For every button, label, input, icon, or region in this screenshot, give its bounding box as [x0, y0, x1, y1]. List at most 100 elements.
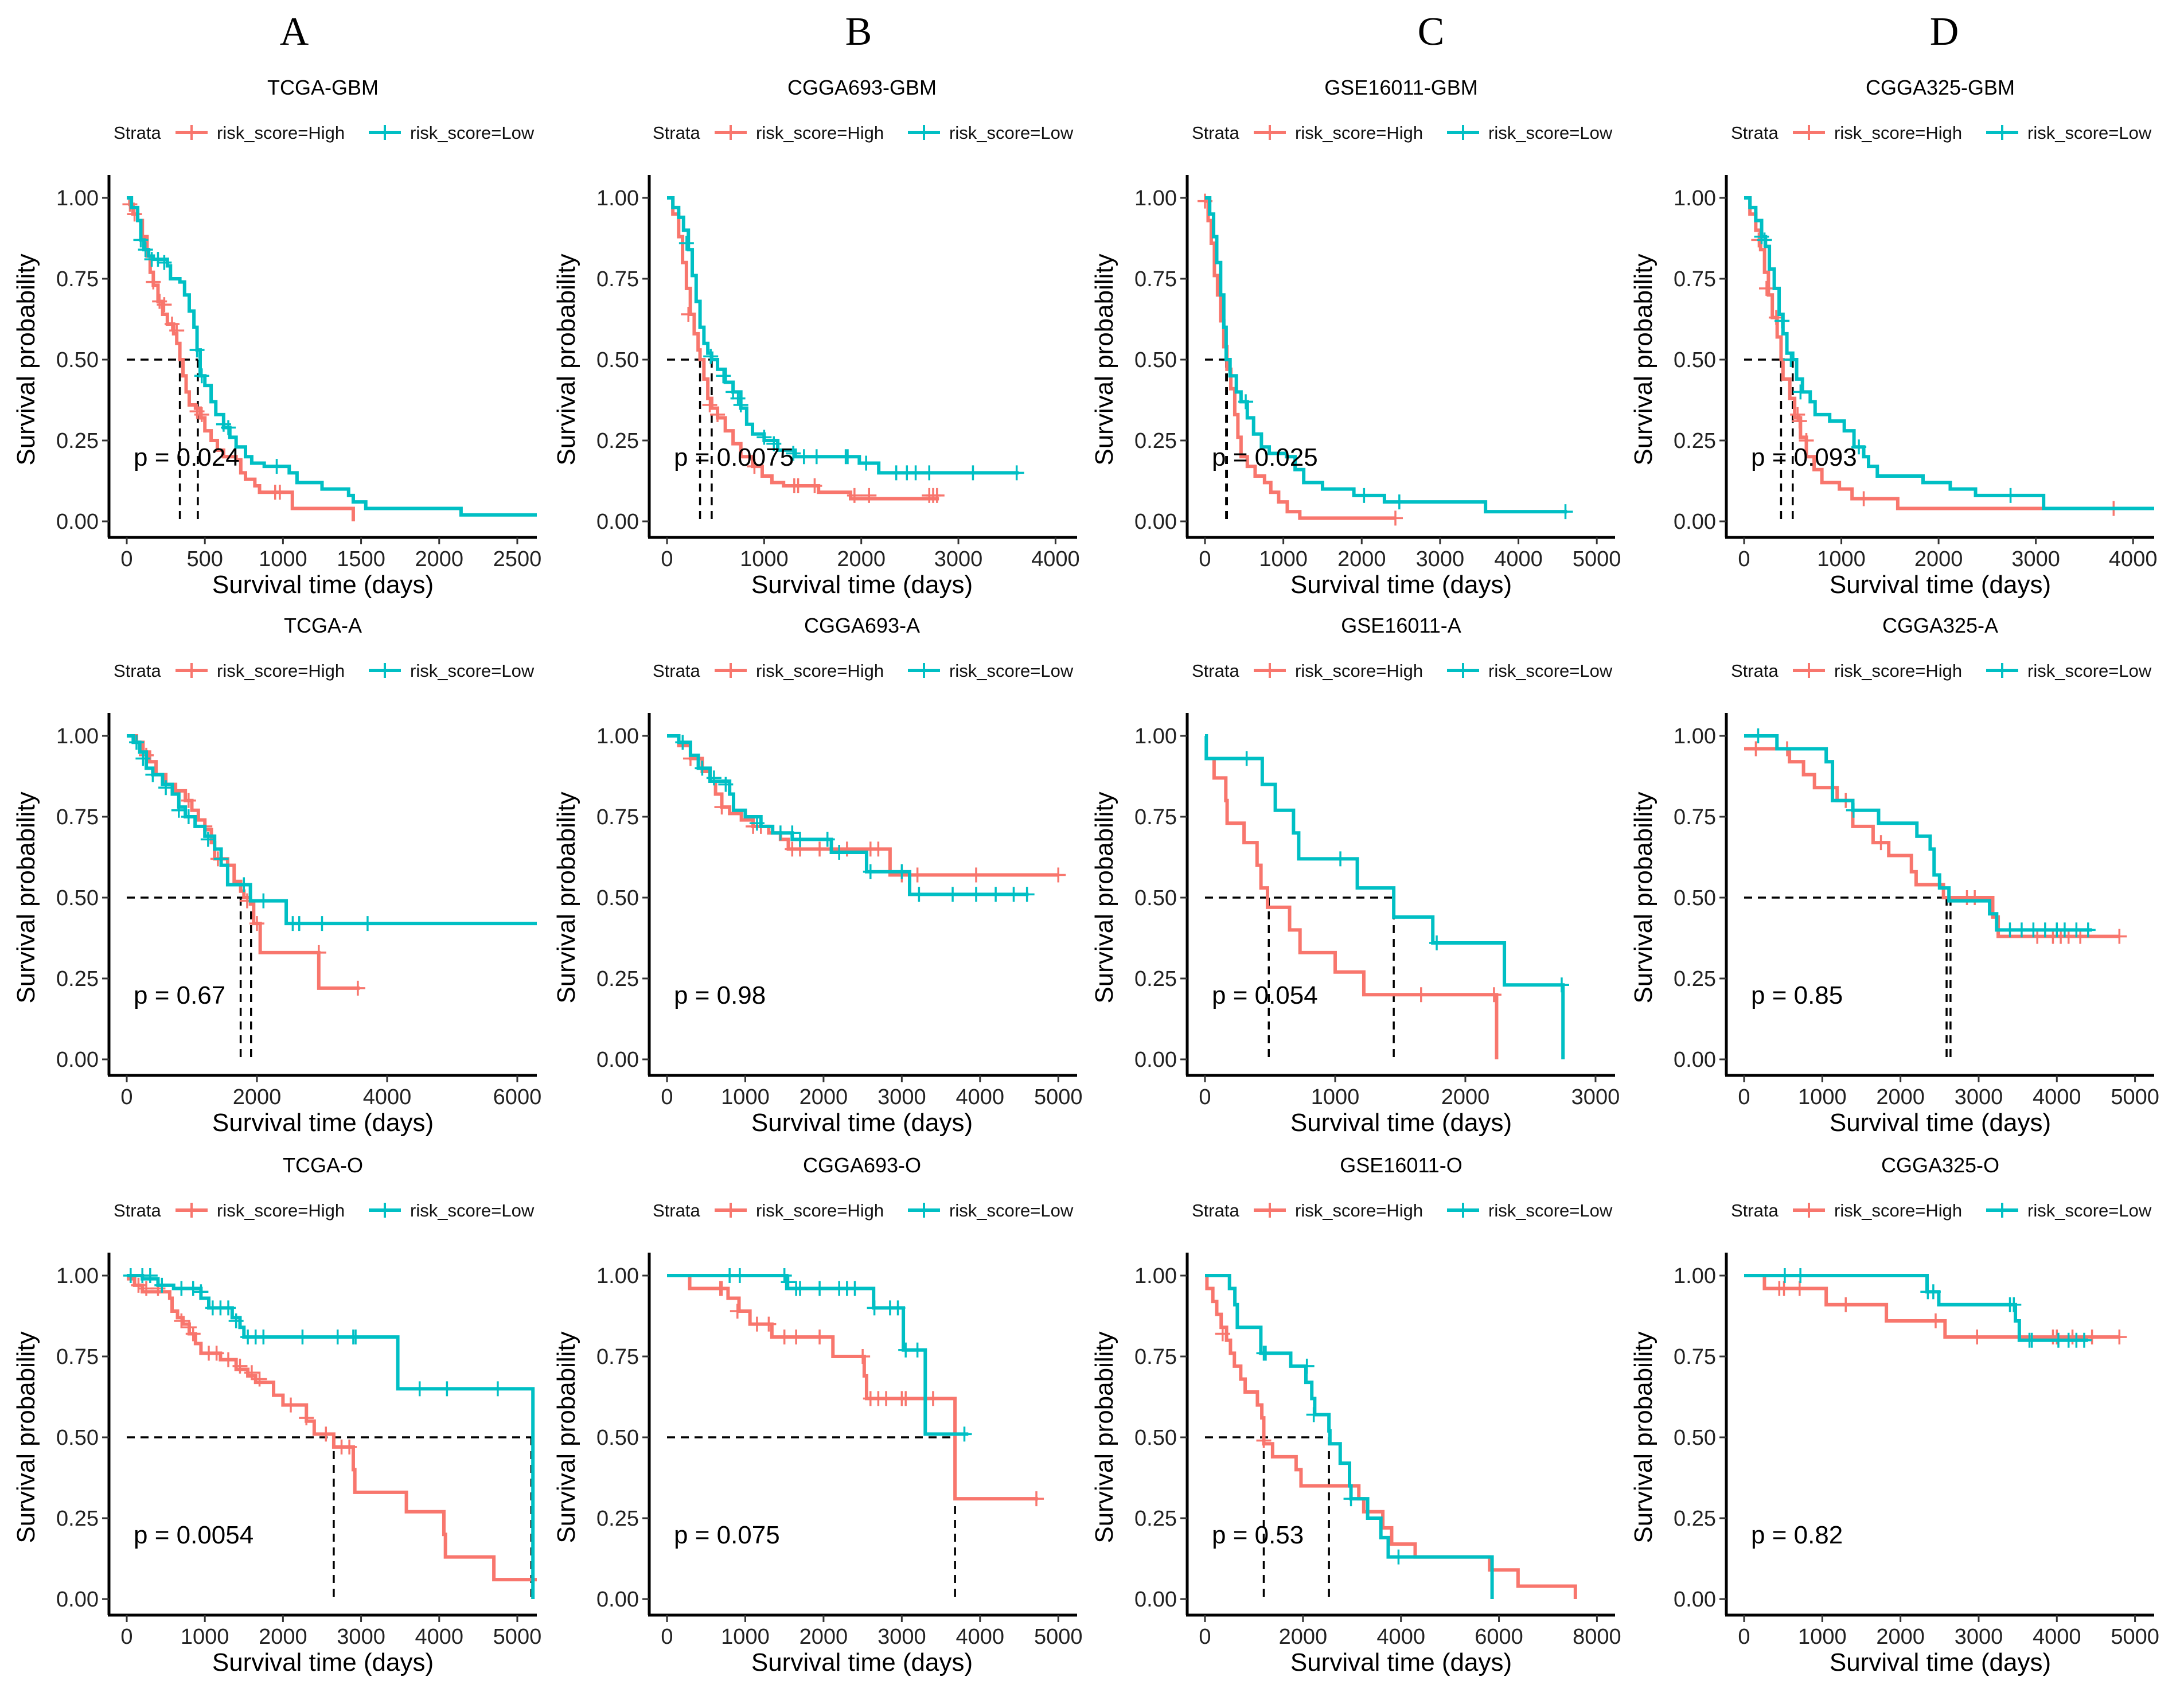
y-tick-label: 0.75 [56, 805, 99, 829]
x-tick-label: 500 [186, 547, 223, 571]
censor-mark-low [157, 255, 172, 270]
censor-mark-high [681, 307, 696, 322]
censor-mark-low [2006, 1297, 2022, 1312]
censor-mark-low [965, 465, 981, 481]
censor-mark-low [786, 446, 801, 461]
censor-mark-high [812, 841, 828, 857]
x-axis-title: Survival time (days) [751, 571, 973, 599]
y-tick-label: 0.75 [56, 267, 99, 291]
censor-mark-low [2003, 488, 2018, 503]
y-tick-label: 0.00 [596, 1048, 639, 1072]
y-tick-label: 0.50 [1134, 1426, 1177, 1450]
y-tick-label: 0.25 [56, 429, 99, 453]
x-tick-label: 3000 [1571, 1085, 1620, 1109]
high-legend-label: risk_score=High [756, 123, 884, 143]
y-tick-label: 0.75 [1134, 267, 1177, 291]
x-tick-label: 3000 [2011, 547, 2060, 571]
high-legend-label: risk_score=High [756, 661, 884, 681]
x-tick-label: 1000 [740, 547, 789, 571]
censor-mark-high [1759, 280, 1774, 296]
censor-mark-low [863, 864, 878, 879]
censor-mark-low [2080, 922, 2096, 938]
legend: Strata risk_score=High risk_score=Low [1192, 1200, 1613, 1221]
column-letter-b: B [845, 10, 872, 54]
censor-mark-high [2065, 1329, 2080, 1345]
x-tick-label: 1000 [1817, 547, 1866, 571]
y-tick-label: 0.00 [1134, 1048, 1177, 1072]
censor-mark-low [766, 436, 782, 451]
censor-mark-low [1558, 504, 1573, 520]
p-value-label: p = 0.075 [674, 1521, 780, 1549]
x-axis-title: Survival time (days) [1830, 1109, 2051, 1137]
y-tick-label: 0.00 [596, 510, 639, 534]
panel-title: TCGA-O [283, 1153, 363, 1177]
y-tick-label: 0.75 [1674, 805, 1716, 829]
x-tick-label: 1500 [337, 547, 385, 571]
legend: Strata risk_score=High risk_score=Low [653, 661, 1074, 681]
censor-mark-high [812, 1329, 828, 1345]
censor-mark-low [181, 809, 196, 824]
censor-mark-high [157, 297, 172, 313]
censor-mark-low [733, 397, 748, 412]
x-tick-label: 0 [661, 1085, 673, 1109]
censor-mark-high [1776, 1281, 1792, 1296]
km-curve-high [1205, 757, 1499, 1059]
high-legend-label: risk_score=High [1295, 661, 1423, 681]
panel-title: CGGA325-A [1882, 614, 1998, 637]
x-tick-label: 4000 [956, 1085, 1005, 1109]
panel-title: GSE16011-O [1340, 1153, 1462, 1177]
y-tick-label: 0.00 [56, 1588, 99, 1612]
censor-mark-high [1928, 1313, 1943, 1328]
censor-mark-high [1029, 1491, 1044, 1507]
y-tick-label: 1.00 [56, 1264, 99, 1288]
y-tick-label: 0.00 [56, 510, 99, 534]
censor-mark-high [1748, 741, 1764, 757]
panel-title: TCGA-GBM [267, 76, 379, 99]
censor-mark-high [1792, 1281, 1807, 1296]
panel-title: TCGA-A [284, 614, 362, 637]
censor-mark-low [1343, 1491, 1359, 1507]
censor-mark-low [1750, 728, 1766, 743]
x-tick-label: 5000 [1034, 1625, 1083, 1649]
censor-mark-high [194, 407, 209, 422]
y-tick-label: 1.00 [56, 186, 99, 210]
km-panel-cgga325-o: CGGA325-O Strata risk_score=High risk_score… [1629, 1153, 2159, 1676]
censor-mark-low [1846, 802, 1861, 818]
censor-mark-low [256, 1329, 271, 1345]
censor-mark-high [925, 1391, 941, 1406]
x-tick-label: 2000 [233, 1085, 282, 1109]
x-tick-label: 0 [120, 547, 132, 571]
censor-mark-high [789, 1329, 804, 1345]
y-axis-title: Survival probability [552, 791, 580, 1003]
censor-mark-low [171, 802, 186, 818]
censor-mark-low [968, 887, 984, 902]
censor-mark-low [295, 1329, 310, 1345]
censor-mark-low [2024, 1332, 2039, 1348]
y-tick-label: 0.75 [1674, 267, 1716, 291]
km-panel-cgga693-a: CGGA693-A Strata risk_score=High risk_score… [552, 614, 1083, 1137]
censor-mark-high [1969, 1329, 1985, 1345]
censor-mark-low [154, 1277, 170, 1293]
censor-mark-high [318, 1426, 334, 1442]
x-tick-label: 2000 [259, 1625, 307, 1649]
p-value-label: p = 0.67 [134, 981, 225, 1009]
censor-mark-low [867, 1300, 882, 1316]
legend-title: Strata [114, 661, 161, 681]
legend-title: Strata [1192, 1200, 1239, 1221]
censor-mark-low [412, 1381, 427, 1397]
y-tick-label: 0.50 [1134, 886, 1177, 910]
censor-mark-high [244, 1365, 259, 1381]
legend: Strata risk_score=High risk_score=Low [1731, 661, 2152, 681]
censor-mark-high [847, 488, 862, 503]
legend: Strata risk_score=High risk_score=Low [114, 1200, 535, 1221]
km-curve-low [1205, 196, 1567, 514]
censor-mark-high [1873, 835, 1889, 851]
censor-mark-low [1009, 465, 1024, 481]
censor-mark-high [807, 478, 822, 493]
censor-mark-low [675, 735, 691, 750]
high-legend-label: risk_score=High [1834, 661, 1962, 681]
high-legend-label: risk_score=High [1295, 1200, 1423, 1221]
km-curve-high [667, 196, 939, 501]
censor-mark-low [910, 1342, 925, 1358]
censor-mark-high [2112, 929, 2127, 944]
